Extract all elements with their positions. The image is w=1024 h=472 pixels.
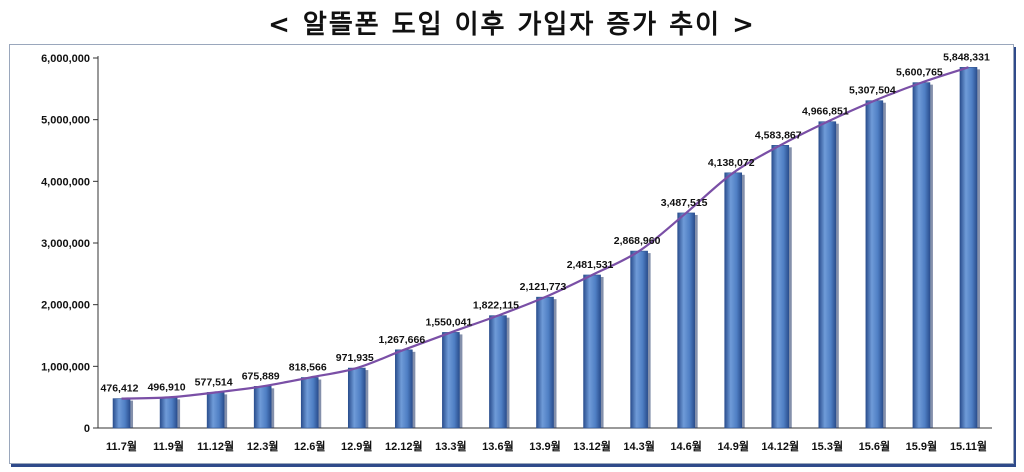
- data-label: 577,514: [195, 376, 233, 388]
- bar: [112, 398, 131, 429]
- y-tick-label: 1,000,000: [41, 361, 90, 373]
- y-tick-label: 2,000,000: [41, 300, 90, 312]
- y-tick-label: 6,000,000: [41, 53, 90, 65]
- x-tick-label: 14.12월: [761, 439, 799, 453]
- x-tick-label: 15.11월: [950, 439, 987, 453]
- y-tick-label: 5,000,000: [41, 115, 90, 127]
- x-tick-label: 15.9월: [906, 439, 938, 453]
- y-tick-label: 3,000,000: [41, 238, 90, 250]
- bar: [395, 349, 413, 429]
- data-label: 4,583,867: [755, 129, 802, 141]
- bar: [912, 82, 931, 429]
- data-label: 5,307,504: [849, 85, 896, 97]
- chart-title: < 알뜰폰 도입 이후 가입자 증가 추이 >: [268, 10, 756, 40]
- data-label: 1,267,666: [378, 334, 425, 346]
- y-tick-label: 0: [84, 423, 90, 435]
- bar: [442, 332, 460, 429]
- bar: [583, 274, 601, 429]
- x-tick-label: 13.12월: [573, 439, 611, 453]
- y-tick-label: 4,000,000: [41, 176, 90, 188]
- data-label: 5,848,331: [943, 51, 990, 63]
- x-tick-label: 12.3월: [247, 439, 279, 453]
- x-tick-label: 15.3월: [812, 439, 844, 453]
- bar: [818, 121, 837, 429]
- data-label: 971,935: [336, 352, 374, 364]
- bar: [724, 172, 743, 429]
- trend-line: [121, 66, 969, 400]
- data-label: 2,481,531: [567, 259, 614, 271]
- data-label: 4,966,851: [802, 106, 849, 118]
- bar: [253, 386, 272, 429]
- bar: [865, 100, 884, 429]
- x-tick-label: 14.9월: [717, 439, 749, 453]
- x-tick-label: 13.9월: [529, 439, 561, 453]
- bar: [959, 67, 978, 429]
- data-label: 3,487,515: [661, 197, 708, 209]
- x-tick-label: 11.9월: [153, 439, 184, 453]
- data-label: 818,566: [289, 362, 327, 374]
- x-tick-label: 11.12월: [197, 439, 234, 453]
- bar: [300, 377, 319, 429]
- bar: [347, 367, 366, 429]
- x-tick-label: 11.7월: [106, 439, 137, 453]
- x-tick-label: 14.6월: [670, 439, 702, 453]
- bar: [771, 145, 790, 429]
- bar: [536, 296, 554, 429]
- bar: [489, 315, 507, 429]
- x-tick-label: 12.6월: [294, 439, 326, 453]
- x-tick-label: 12.12월: [385, 439, 423, 453]
- data-label: 1,550,041: [426, 316, 473, 328]
- x-tick-label: 13.3월: [435, 439, 467, 453]
- data-label: 496,910: [148, 381, 186, 393]
- data-label: 1,822,115: [473, 300, 519, 312]
- data-label: 675,889: [242, 370, 280, 382]
- data-label: 4,138,072: [708, 157, 755, 169]
- x-tick-label: 13.6월: [482, 439, 514, 453]
- data-label: 5,600,765: [896, 67, 943, 79]
- data-label: 476,412: [101, 383, 139, 395]
- bar: [206, 392, 225, 429]
- x-tick-label: 12.9월: [341, 439, 373, 453]
- bar: [159, 397, 178, 429]
- data-label: 2,868,960: [614, 235, 661, 247]
- data-label: 2,121,773: [520, 281, 567, 293]
- bar: [677, 212, 695, 429]
- x-tick-label: 15.6월: [859, 439, 891, 453]
- x-tick-label: 14.3월: [623, 439, 655, 453]
- bar: [630, 250, 648, 429]
